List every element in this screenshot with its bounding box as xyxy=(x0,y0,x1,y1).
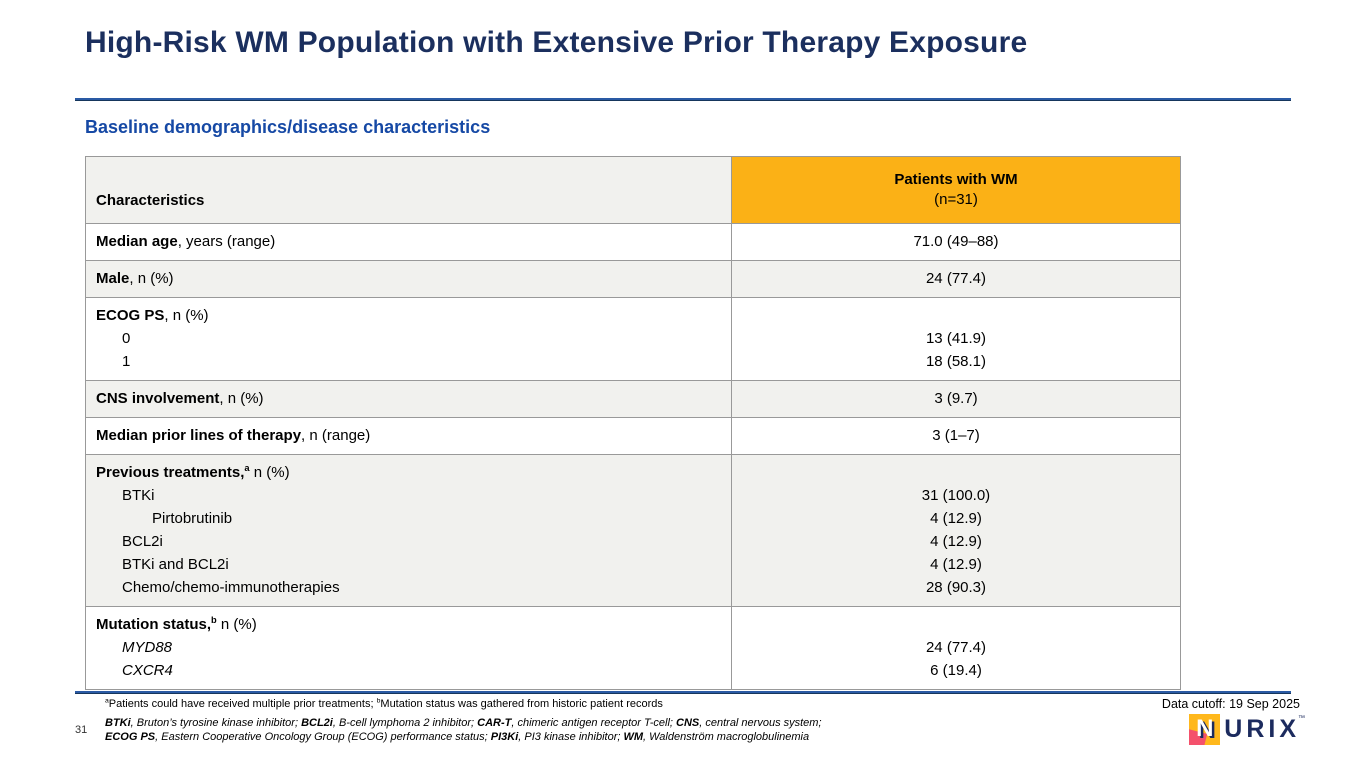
value-cell: 3 (9.7) xyxy=(731,380,1181,418)
title-divider xyxy=(75,98,1291,101)
table-row: Median prior lines of therapy, n (range)… xyxy=(85,417,1181,455)
table-row: CNS involvement, n (%) 3 (9.7) xyxy=(85,380,1181,418)
footnote-text: aPatients could have received multiple p… xyxy=(105,697,663,710)
header-patients-title: Patients with WM xyxy=(894,171,1018,188)
value-cell: 24 (77.4) xyxy=(731,260,1181,298)
characteristic-cell: Male, n (%) xyxy=(85,260,732,298)
logo-n-letter: N xyxy=(1196,715,1214,742)
abbreviations-text: BTKi, Bruton’s tyrosine kinase inhibitor… xyxy=(105,717,822,743)
value-cell: 31 (100.0) 4 (12.9) 4 (12.9) 4 (12.9) 28 (90… xyxy=(731,454,1181,607)
value-cell: 71.0 (49–88) xyxy=(731,223,1181,261)
table-header-row: Characteristics Patients with WM (n=31) xyxy=(85,156,1181,224)
table-row: Previous treatments,a n (%) BTKi Pirtobrut… xyxy=(85,454,1181,607)
footer-divider xyxy=(75,691,1291,694)
value-cell: 13 (41.9) 18 (58.1) xyxy=(731,297,1181,381)
characteristic-cell: Median prior lines of therapy, n (range) xyxy=(85,417,732,455)
footnotes: aPatients could have received multiple p… xyxy=(105,697,965,744)
page-title: High-Risk WM Population with Extensive P… xyxy=(85,26,1028,59)
table-row: Median age, years (range) 71.0 (49–88) xyxy=(85,223,1181,261)
table-row: Male, n (%) 24 (77.4) xyxy=(85,260,1181,298)
table-body: Median age, years (range) 71.0 (49–88) Mal… xyxy=(85,223,1181,690)
value-cell: 3 (1–7) xyxy=(731,417,1181,455)
nurix-logo-text: URIX xyxy=(1224,714,1300,743)
data-cutoff-label: Data cutoff: 19 Sep 2025 xyxy=(1161,697,1300,711)
characteristic-cell: Mutation status,b n (%) MYD88 CXCR4 xyxy=(85,606,732,690)
characteristics-table: Characteristics Patients with WM (n=31) … xyxy=(85,156,1181,690)
trademark-icon: ™ xyxy=(1298,715,1305,722)
nurix-logo-mark-icon: N xyxy=(1189,713,1221,745)
header-characteristics-cell: Characteristics xyxy=(85,156,732,224)
section-subtitle: Baseline demographics/disease characteri… xyxy=(85,117,491,137)
characteristic-cell: ECOG PS, n (%) 0 1 xyxy=(85,297,732,381)
table-row: Mutation status,b n (%) MYD88 CXCR4 24 (77… xyxy=(85,606,1181,690)
value-cell: 24 (77.4) 6 (19.4) xyxy=(731,606,1181,690)
page-number: 31 xyxy=(75,724,88,736)
table-row: ECOG PS, n (%) 0 1 13 (41.9) 18 (58.1) xyxy=(85,297,1181,381)
header-patients-n: (n=31) xyxy=(934,191,978,208)
characteristic-cell: CNS involvement, n (%) xyxy=(85,380,732,418)
characteristic-cell: Median age, years (range) xyxy=(85,223,732,261)
header-patients-cell: Patients with WM (n=31) xyxy=(731,156,1181,224)
characteristic-cell: Previous treatments,a n (%) BTKi Pirtobrut… xyxy=(85,454,732,607)
nurix-logo: N URIX ™ xyxy=(1189,712,1305,746)
